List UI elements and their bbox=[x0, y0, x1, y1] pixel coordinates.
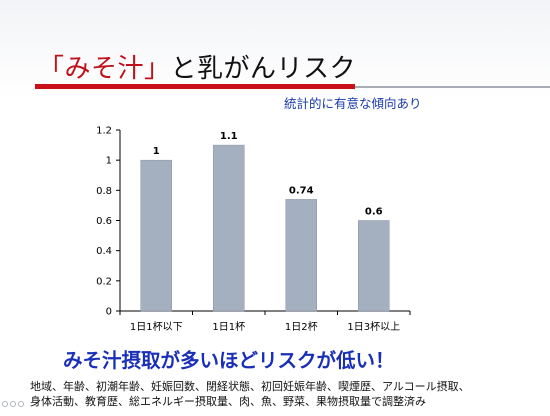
conclusion-headline: みそ汁摂取が多いほどリスクが低い！ bbox=[63, 349, 395, 372]
bar-value-label: 1.1 bbox=[220, 131, 238, 142]
bar-value-label: 0.6 bbox=[365, 207, 383, 218]
y-axis: 0 0.2 0.4 0.6 0.8 1 1.2 bbox=[96, 126, 121, 318]
bar-value-label: 0.74 bbox=[289, 185, 314, 196]
bar bbox=[358, 220, 390, 312]
category-label: 1日3杯以上 bbox=[347, 320, 400, 333]
category-label: 1日2杯 bbox=[285, 320, 318, 333]
slide-title: 「みそ汁」と乳がんリスク bbox=[38, 48, 356, 85]
footnote-line-2: 身体活動、教育歴、総エネルギー摂取量、肉、魚、野菜、果物摂取量で調整済み bbox=[30, 395, 426, 408]
category-label: 1日1杯以下 bbox=[130, 320, 183, 333]
y-tick-label: 1.2 bbox=[96, 126, 112, 137]
y-tick-label: 1 bbox=[106, 156, 112, 167]
bar bbox=[213, 144, 245, 312]
slide-corner-dots bbox=[2, 401, 24, 407]
y-tick-label: 0.2 bbox=[96, 276, 112, 287]
bar bbox=[140, 159, 172, 312]
y-tick-label: 0.4 bbox=[96, 246, 112, 257]
footnote-line-1: 地域、年齢、初潮年齢、妊娠回数、閉経状態、初回妊娠年齢、喫煙歴、アルコール摂取、 bbox=[30, 380, 470, 393]
bars bbox=[140, 144, 390, 312]
title-underline-red bbox=[35, 84, 355, 89]
significance-note: 統計的に有意な傾向あり bbox=[284, 96, 422, 111]
bar bbox=[285, 199, 317, 312]
bar-value-label: 1 bbox=[153, 146, 160, 157]
y-tick-label: 0 bbox=[106, 307, 112, 318]
y-tick-label: 0.6 bbox=[96, 216, 112, 227]
title-underline-grey bbox=[355, 86, 550, 88]
slide-title-rest: と乳がんリスク bbox=[170, 54, 357, 84]
background-gradient bbox=[0, 0, 550, 100]
y-tick-label: 0.8 bbox=[96, 186, 112, 197]
adjustment-footnote: 地域、年齢、初潮年齢、妊娠回数、閉経状態、初回妊娠年齢、喫煙歴、アルコール摂取、… bbox=[30, 379, 550, 409]
slide-title-accent: 「みそ汁」 bbox=[38, 54, 171, 84]
x-axis: 1日1杯以下 1日1杯 1日2杯 1日3杯以上 bbox=[119, 310, 411, 333]
bar-chart: 0 0.2 0.4 0.6 0.8 1 1.2 1日1杯以下 1日1杯 1日2杯 1日3杯以上 1… bbox=[96, 126, 411, 333]
data-labels: 1 1.1 0.74 0.6 bbox=[153, 131, 383, 217]
category-label: 1日1杯 bbox=[212, 320, 245, 333]
